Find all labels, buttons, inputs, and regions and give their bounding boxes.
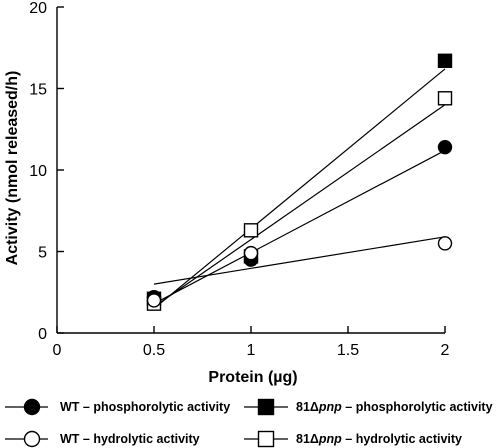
y-tick-label: 10 (29, 163, 47, 180)
fit-line (153, 149, 446, 305)
legend-label: 81Δpnp – hydrolytic activity (296, 432, 462, 446)
data-point (146, 293, 162, 308)
legend: WT – phosphorolytic activity 81Δpnp – pho… (5, 398, 493, 448)
data-point (437, 236, 453, 251)
legend-label: 81Δpnp – phosphorolytic activity (296, 400, 493, 414)
y-tick-label: 5 (38, 245, 47, 262)
x-tick-label: 0 (53, 342, 62, 359)
data-point (437, 91, 453, 106)
y-tick-label: 0 (38, 326, 47, 343)
x-tick-label: 1.5 (337, 342, 359, 359)
fit-line (153, 236, 446, 285)
x-tick-label: 0.5 (143, 342, 165, 359)
y-tick-label: 15 (29, 82, 47, 99)
y-axis-title: Activity (nmol released/h) (4, 71, 21, 266)
x-tick-label: 1 (247, 342, 256, 359)
legend-label: WT – phosphorolytic activity (60, 400, 230, 414)
data-markers (146, 53, 453, 311)
data-point (243, 223, 259, 238)
x-tick-label: 2 (441, 342, 450, 359)
legend-marker (257, 430, 275, 448)
fit-line (153, 68, 446, 310)
y-tick-label: 20 (29, 0, 47, 17)
fit-lines (153, 68, 446, 310)
data-point (437, 53, 453, 68)
data-point (243, 245, 259, 261)
legend-marker (23, 398, 41, 416)
legend-marker (23, 430, 41, 448)
axes: 0 5 10 15 20 0 0.5 1 1.5 2 (29, 0, 449, 359)
legend-label: WT – hydrolytic activity (60, 432, 200, 446)
fit-line (153, 104, 446, 308)
legend-marker (257, 398, 275, 416)
data-point (437, 139, 453, 155)
axis-labels: Protein (µg) Activity (nmol released/h) (4, 71, 298, 386)
x-axis-title: Protein (µg) (208, 369, 297, 386)
